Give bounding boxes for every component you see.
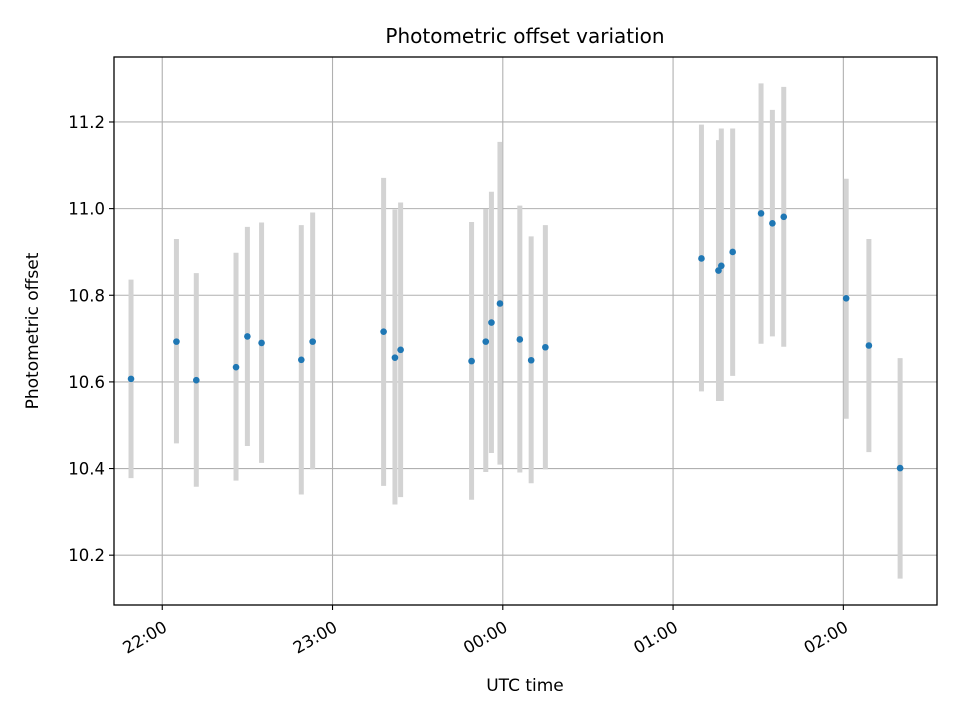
y-axis-ticks: 10.2 10.4 10.6 10.8 11.0 11.2: [68, 113, 114, 565]
y-tick-label: 10.2: [68, 546, 105, 565]
plot-frame: [113, 56, 938, 606]
y-tick-label: 11.2: [68, 113, 105, 132]
y-axis-title: Photometric offset: [23, 252, 43, 409]
data-point: [380, 328, 387, 335]
data-point: [482, 338, 490, 345]
plot-area: [114, 57, 937, 605]
data-point: [173, 338, 180, 345]
data-point: [258, 339, 265, 347]
data-point: [496, 300, 504, 307]
data-point: [542, 343, 549, 351]
data-point: [780, 213, 788, 221]
y-tick-label: 10.4: [68, 460, 105, 479]
data-point: [896, 464, 904, 472]
data-point: [715, 267, 722, 274]
data-point: [718, 262, 725, 270]
data-point: [488, 319, 495, 326]
data-point: [244, 333, 251, 340]
data-point: [842, 294, 850, 302]
data-point: [298, 356, 305, 364]
data-points: [127, 210, 904, 472]
data-point: [391, 354, 399, 361]
data-point: [865, 342, 873, 349]
y-tick-label: 11.0: [68, 200, 105, 219]
y-tick-label: 10.8: [68, 286, 105, 305]
data-point: [397, 346, 404, 354]
data-point: [698, 255, 705, 262]
data-point: [516, 336, 524, 343]
data-point: [193, 376, 200, 384]
data-point: [757, 210, 765, 217]
data-point: [769, 220, 776, 227]
chart-title: Photometric offset variation: [385, 24, 664, 48]
data-point: [309, 338, 316, 345]
gridlines: [114, 57, 937, 605]
data-point: [127, 375, 135, 383]
data-point: [232, 363, 240, 371]
x-axis-title: UTC time: [486, 676, 564, 696]
data-point: [527, 356, 535, 364]
data-point: [468, 357, 475, 365]
data-point: [729, 248, 736, 256]
y-tick-label: 10.6: [68, 373, 105, 392]
